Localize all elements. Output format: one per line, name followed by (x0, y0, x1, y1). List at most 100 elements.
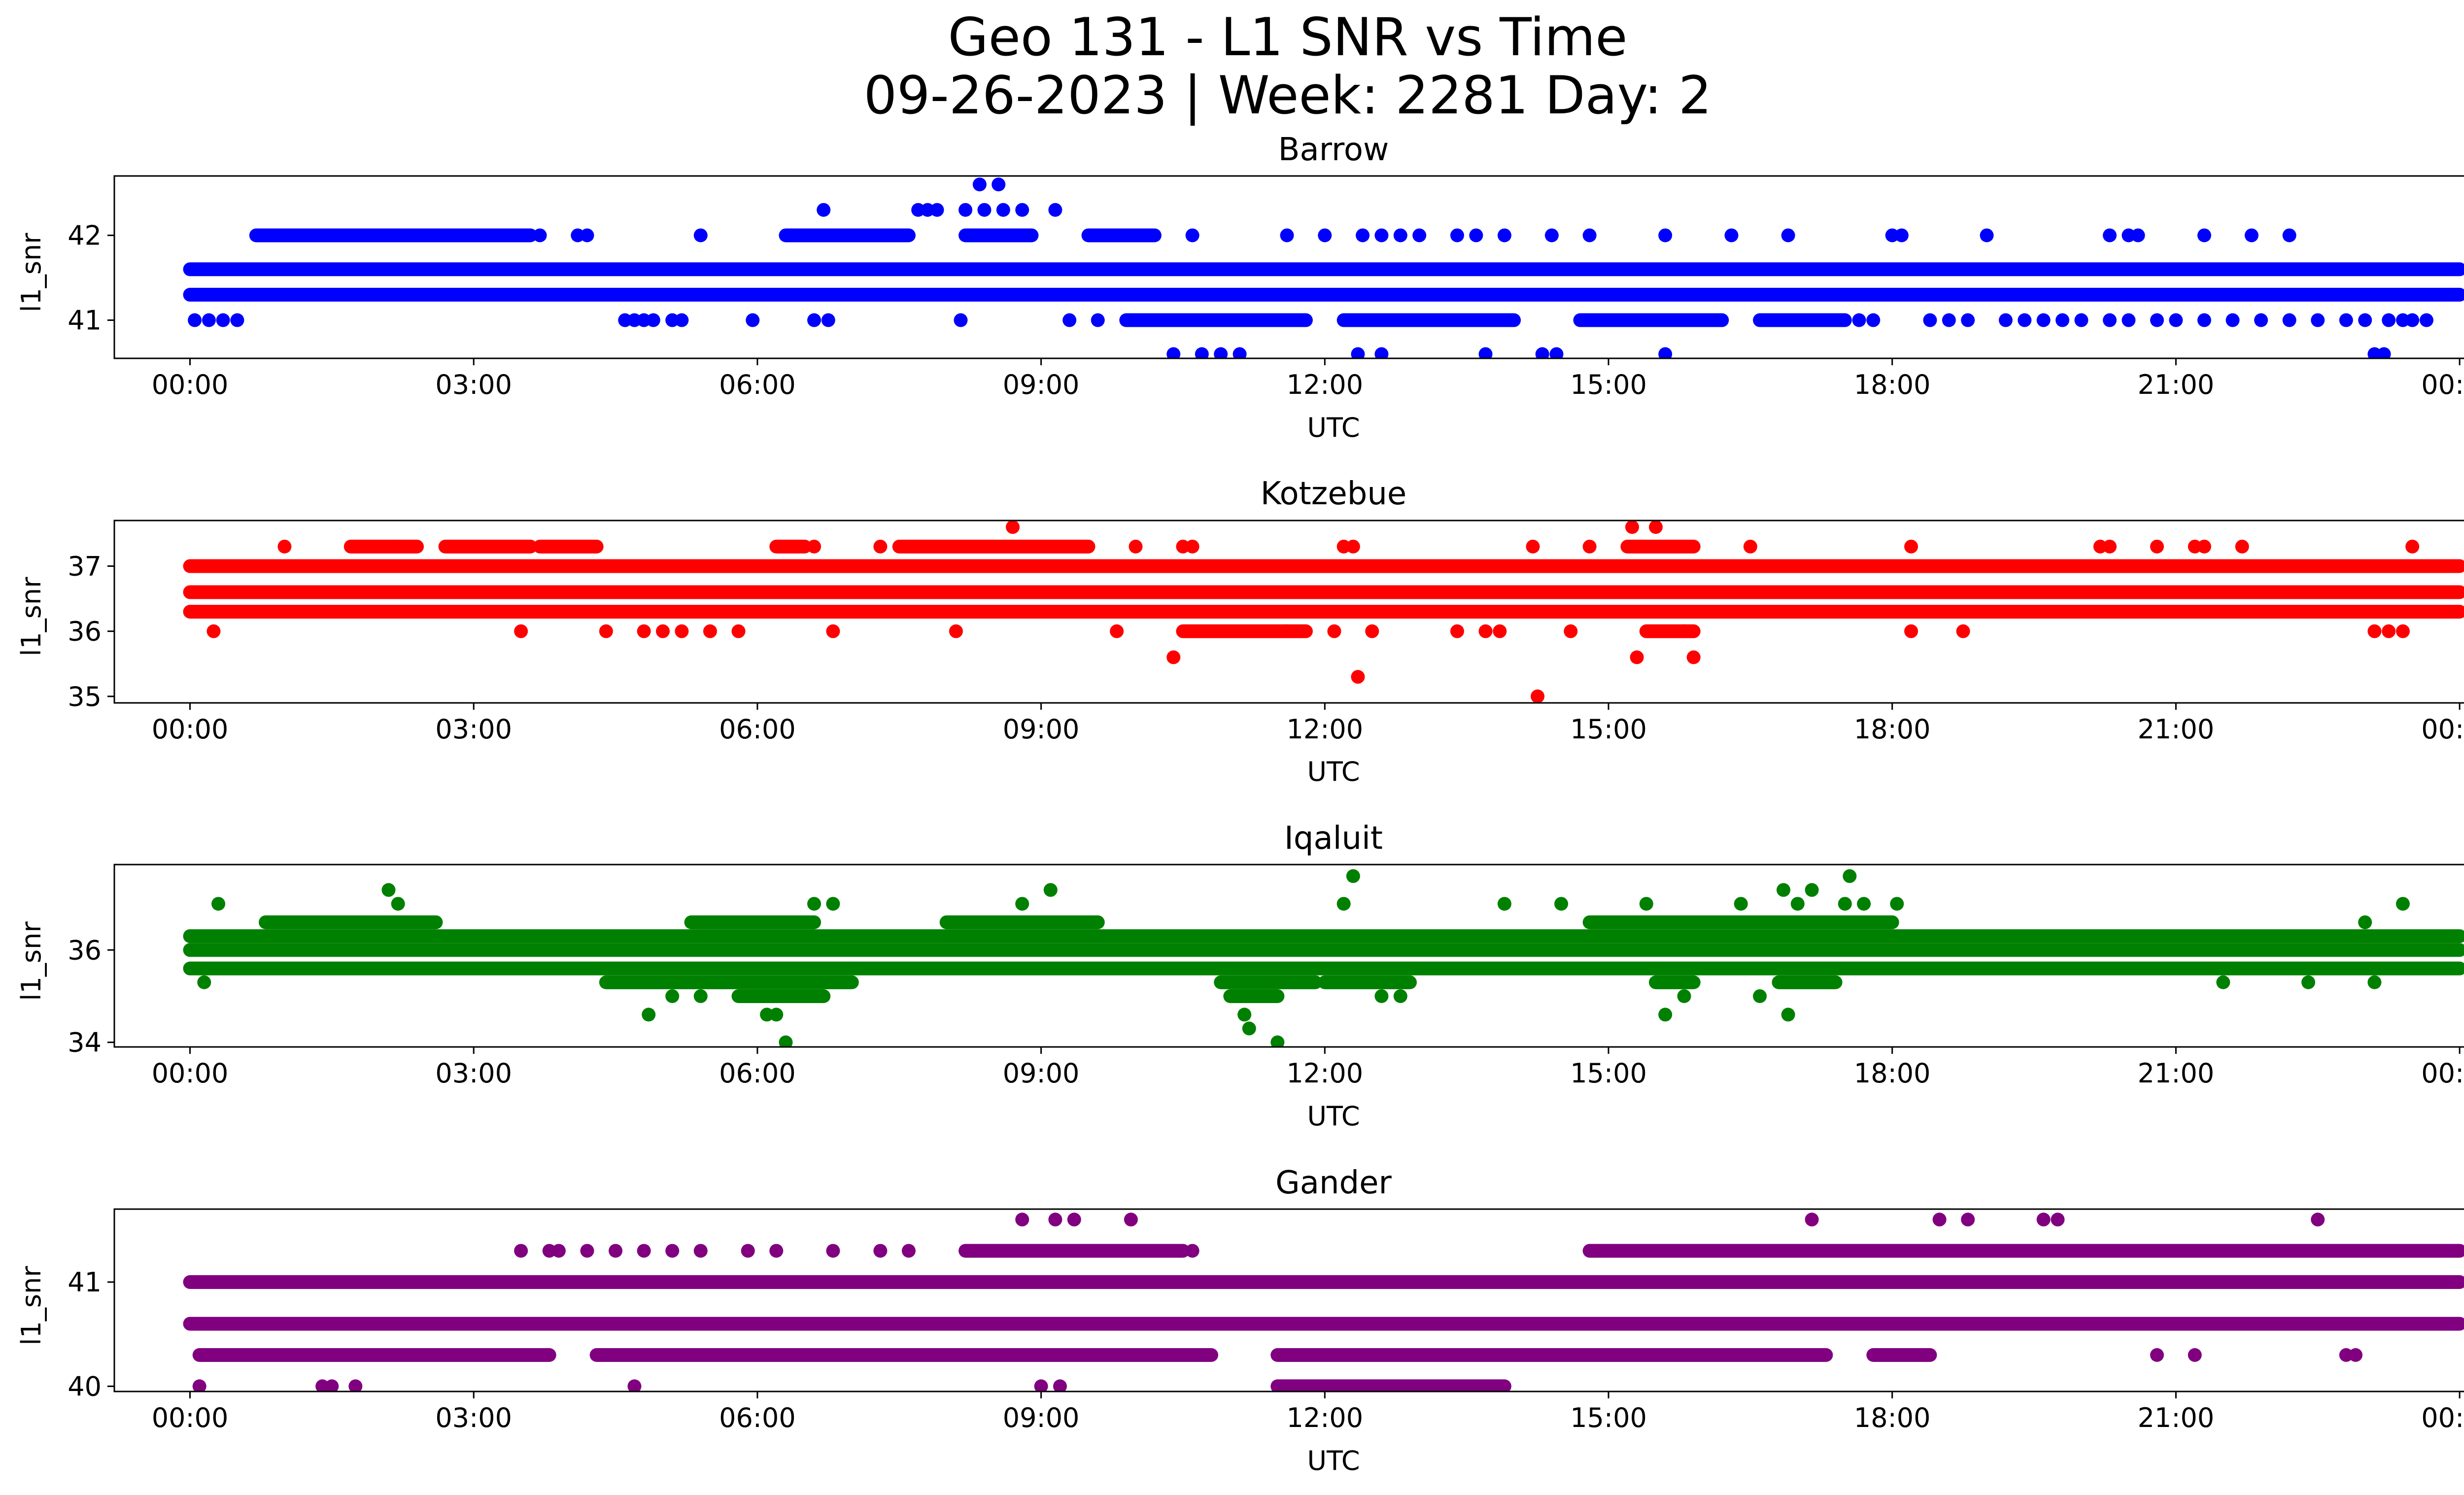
data-point (1961, 1213, 1975, 1227)
x-tick-label: 15:00 (1570, 1402, 1647, 1433)
data-point (1677, 989, 1691, 1003)
x-tick-label: 21:00 (2138, 1058, 2215, 1089)
data-point (230, 313, 244, 327)
data-point (1356, 228, 1370, 243)
data-point (769, 1008, 784, 1022)
data-point (1374, 989, 1389, 1003)
data-point (1412, 228, 1427, 243)
data-point (2419, 313, 2433, 327)
data-point (1412, 605, 1427, 619)
x-axis-label: UTC (1307, 1445, 1360, 1476)
data-point (1658, 228, 1673, 243)
data-point (741, 1244, 755, 1258)
data-point (1185, 228, 1199, 243)
data-point (1365, 624, 1379, 638)
data-point (1564, 624, 1578, 638)
data-point (2377, 347, 2391, 358)
data-point (1129, 539, 1143, 554)
x-tick-label: 15:00 (1570, 1058, 1647, 1089)
x-tick-label: 09:00 (1003, 1058, 1080, 1089)
data-point (1923, 313, 1937, 327)
panel-title: Barrow (1278, 132, 1389, 168)
data-point (1015, 203, 1029, 217)
data-point (1251, 605, 1266, 619)
data-point (1232, 347, 1247, 358)
data-point (693, 1244, 708, 1258)
data-point (1176, 539, 1190, 554)
data-point (2036, 1213, 2051, 1227)
data-point (2018, 313, 2032, 327)
data-point (2197, 313, 2211, 327)
data-point (2169, 313, 2183, 327)
data-point (665, 1244, 680, 1258)
data-point (348, 1379, 363, 1391)
data-point (1062, 313, 1077, 327)
x-tick-label: 18:00 (1854, 714, 1931, 745)
data-point (1956, 624, 1970, 638)
x-tick-label: 12:00 (1286, 714, 1363, 745)
data-point (533, 228, 547, 243)
data-point (949, 624, 963, 638)
plot-frame (113, 864, 2464, 1048)
data-point (1866, 313, 1881, 327)
data-point (2131, 228, 2145, 243)
data-point (1942, 313, 1956, 327)
data-point (826, 1244, 840, 1258)
data-point (2311, 1213, 2325, 1227)
x-tick-label: 00:00 (2421, 369, 2464, 400)
x-tick-label: 03:00 (435, 1058, 512, 1089)
data-point (2339, 1348, 2353, 1362)
data-point (391, 539, 405, 554)
data-point (2051, 1213, 2065, 1227)
data-point (381, 883, 396, 897)
y-tick-label: 41 (68, 305, 102, 336)
x-axis-label: UTC (1307, 756, 1360, 787)
data-point (1734, 897, 1748, 911)
data-point (1838, 897, 1852, 911)
data-point (1318, 228, 1332, 243)
data-point (1531, 689, 1545, 703)
data-point (2188, 539, 2202, 554)
data-point (972, 177, 987, 192)
x-tick-label: 03:00 (435, 369, 512, 400)
y-axis-label: l1_snr (16, 1266, 47, 1346)
data-point (807, 539, 821, 554)
data-point (277, 539, 292, 554)
data-point (1067, 1213, 1081, 1227)
y-tick-label: 37 (68, 551, 102, 582)
iqaluit-panel: Iqaluit UTC l1_snr 00:00 03:00 06:00 09:00 1… (16, 820, 2464, 1132)
panel-title: Gander (1275, 1165, 1392, 1201)
data-point (1469, 228, 1483, 243)
data-point (873, 1244, 888, 1258)
data-point (2122, 228, 2136, 243)
data-point (1800, 313, 1814, 327)
data-point (954, 313, 968, 327)
data-point (637, 313, 651, 327)
data-point (2150, 313, 2164, 327)
data-point (665, 989, 680, 1003)
data-point (968, 605, 982, 619)
data-point (2225, 313, 2240, 327)
data-point (1048, 203, 1062, 217)
data-point (1043, 883, 1058, 897)
x-tick-label: 03:00 (435, 1402, 512, 1433)
data-point (2382, 313, 2396, 327)
data-point (1843, 869, 1857, 883)
data-point (2396, 897, 2410, 911)
x-axis-label: UTC (1307, 1101, 1360, 1132)
data-point (2103, 313, 2117, 327)
x-tick-label: 12:00 (1286, 1058, 1363, 1089)
data-point (2405, 539, 2420, 554)
data-point (1280, 624, 1294, 638)
data-points (183, 869, 2464, 1047)
data-point (1932, 1213, 1947, 1227)
x-tick-label: 00:00 (152, 1402, 229, 1433)
data-point (1232, 1275, 1247, 1289)
x-tick-label: 00:00 (152, 1058, 229, 1089)
x-tick-label: 12:00 (1286, 369, 1363, 400)
y-tick-label: 36 (68, 935, 102, 966)
x-tick-label: 18:00 (1854, 1402, 1931, 1433)
data-point (675, 313, 689, 327)
data-point (1450, 228, 1464, 243)
